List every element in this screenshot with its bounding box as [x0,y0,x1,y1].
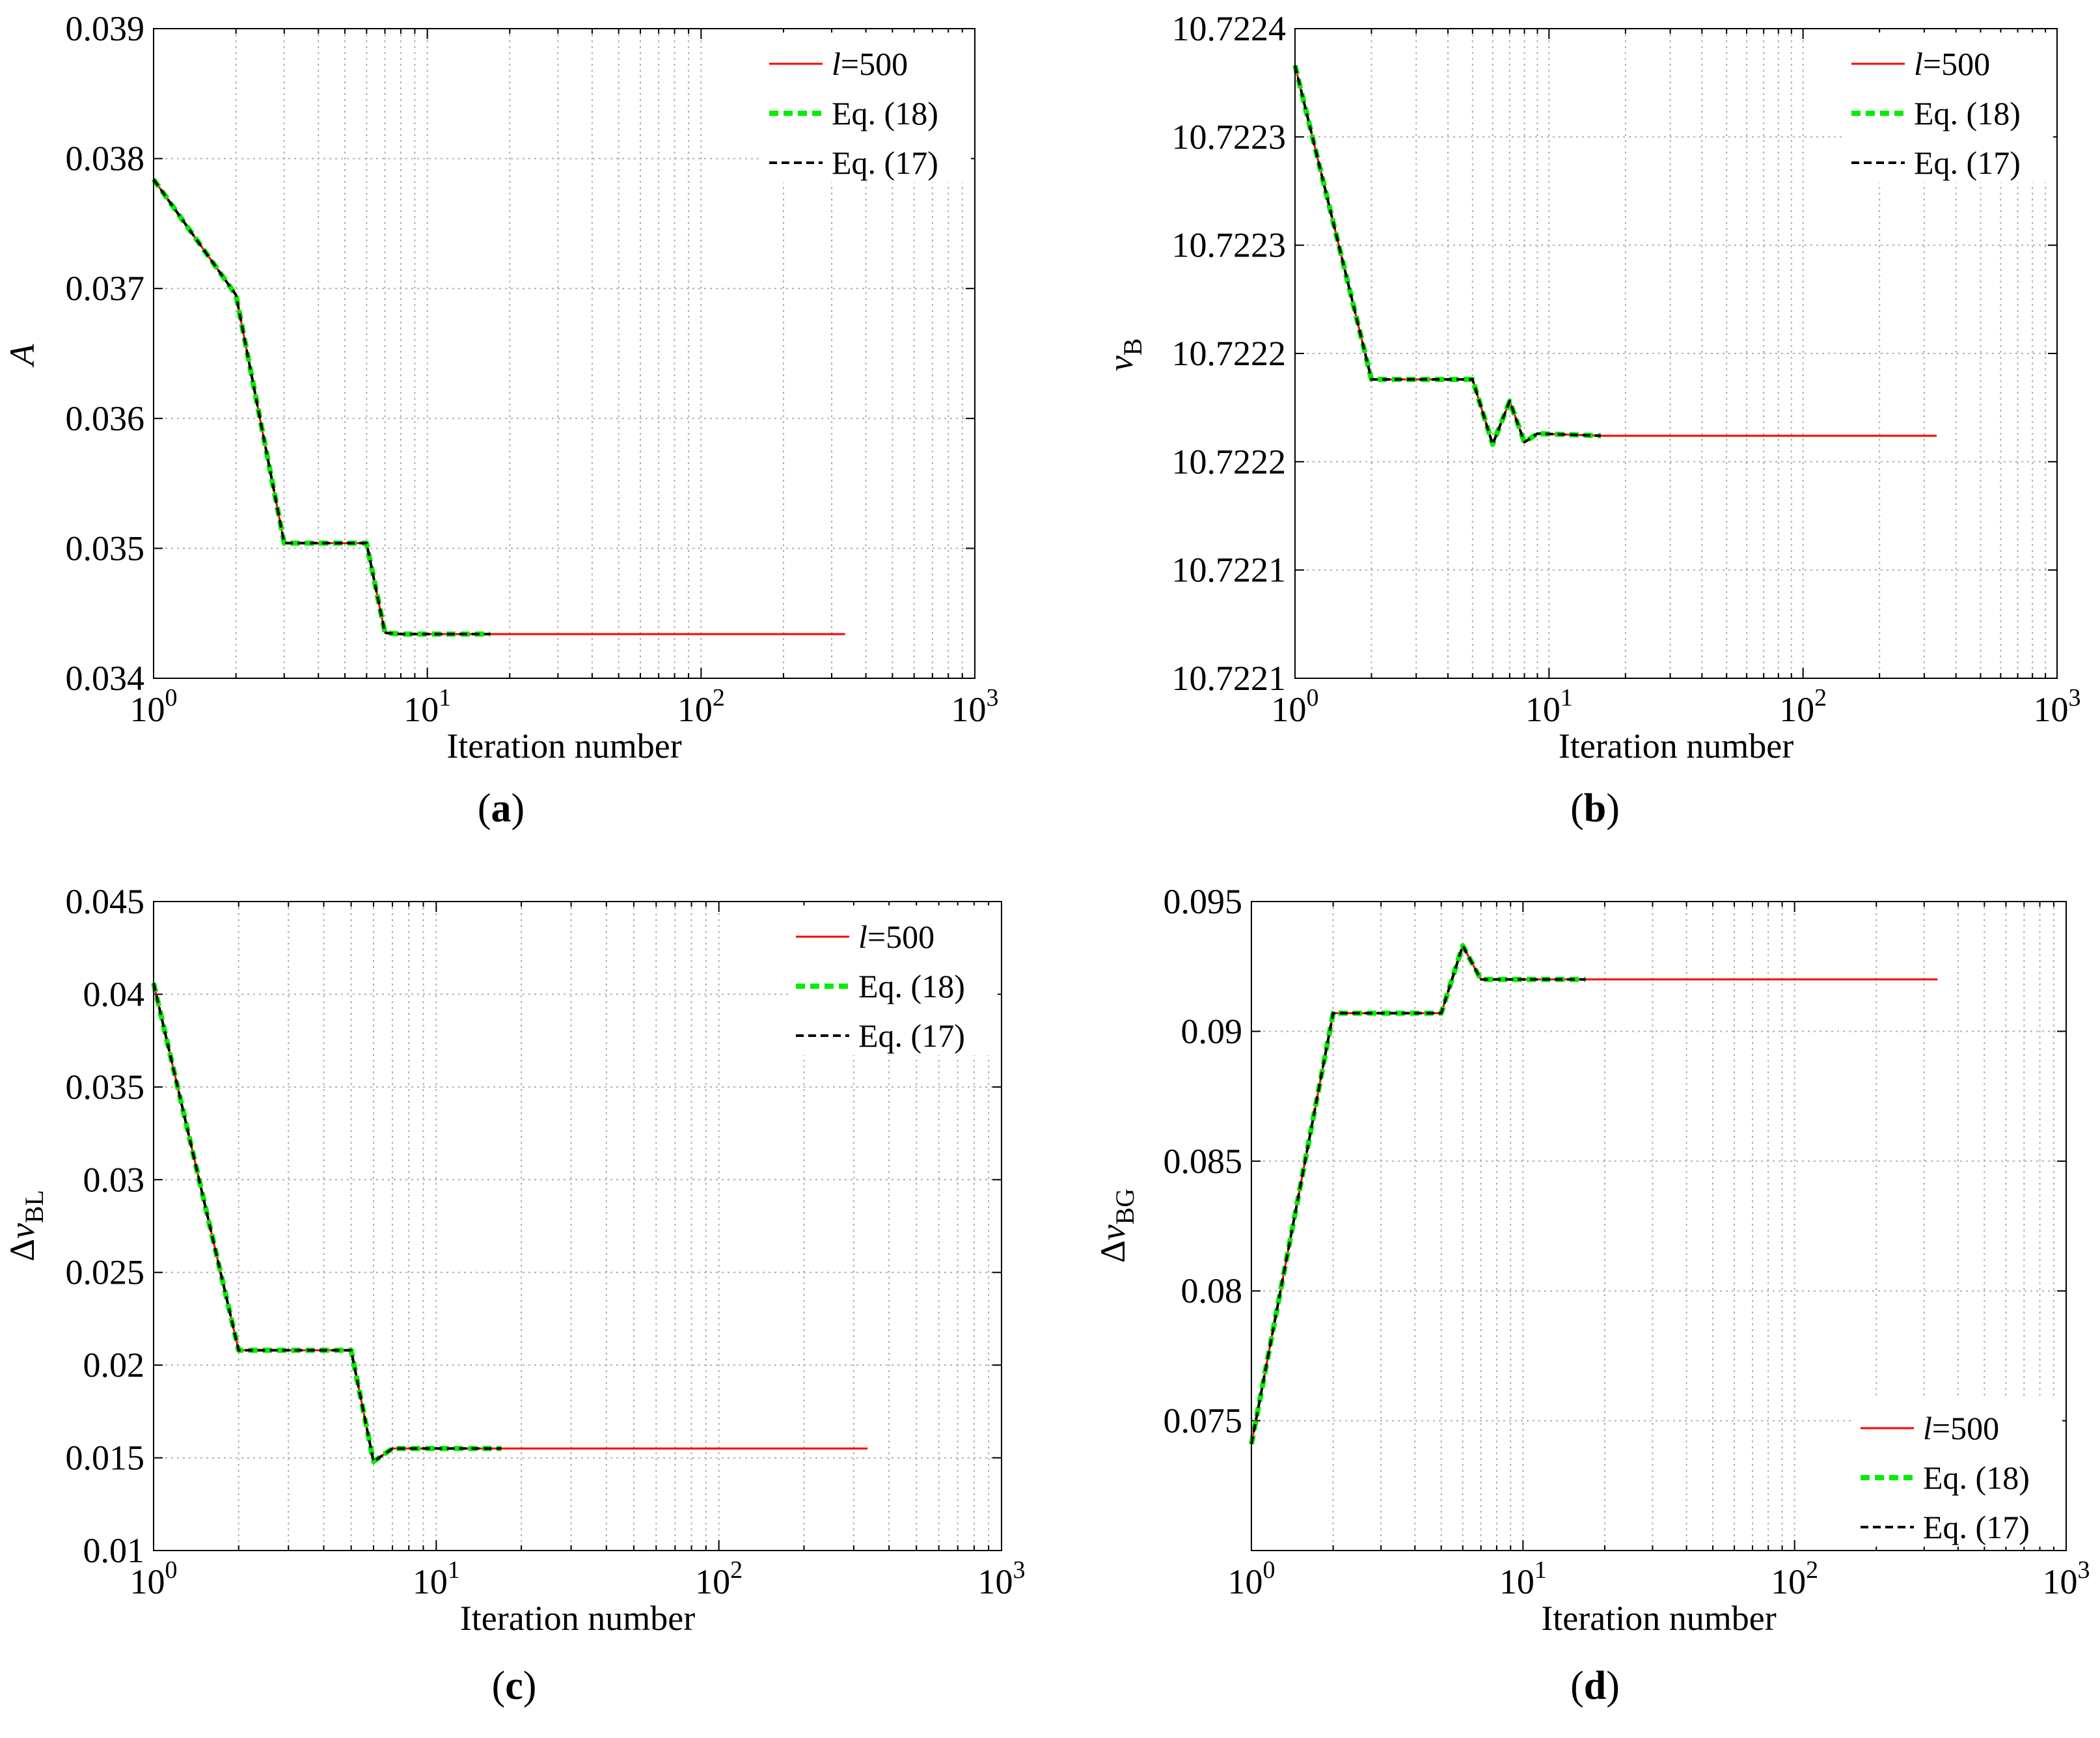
x-tick-label: 102 [677,684,725,729]
y-tick-label: 0.075 [1164,1401,1243,1441]
y-tick-label: 10.7223 [1172,117,1287,156]
x-tick-label: 103 [2043,1556,2090,1601]
legend-entry-text: Eq. (17) [1923,1509,2030,1545]
x-tick-label: 102 [695,1556,743,1601]
y-tick-label: 10.7224 [1172,9,1287,48]
y-tick-label: 0.09 [1181,1012,1243,1051]
legend-entry-text: l=500 [1923,1410,1999,1446]
panel-d: 0.075 0.08 0.085 0.09 0.095 100 101 102 103 l=500… [1093,882,2090,1708]
axes-frame [153,901,1002,1551]
x-tick-label: 103 [2034,684,2081,729]
y-tick-label: 0.034 [66,659,145,698]
y-tick-label: 10.7223 [1172,226,1287,265]
axes-frame [1294,28,2058,679]
y-tick-label: 0.03 [83,1160,145,1199]
y-tick-label: 0.04 [83,974,145,1014]
y-tick-label: 0.08 [1181,1271,1243,1310]
y-tick-label: 0.02 [83,1345,145,1385]
panel-a: 0.034 0.035 0.036 0.037 0.038 0.039 100 101 102 1… [3,9,999,831]
x-tick-label: 101 [413,1556,460,1601]
legend-entry-text: Eq. (18) [1923,1459,2030,1496]
x-tick-label: 101 [403,684,451,729]
series-line-eq18 [1249,943,1586,1445]
y-axis-label: ΔvBL [3,1190,49,1262]
x-tick-label: 100 [1272,684,1319,729]
panel-label: (a) [478,786,525,831]
x-tick-label: 100 [1228,1556,1275,1601]
x-tick-label: 103 [951,684,999,729]
panel-label: (d) [1570,1664,1620,1708]
legend-entry-text: l=500 [1914,46,1990,82]
axes-frame [1251,901,2067,1551]
series-line-eq18 [151,982,502,1465]
x-tick-label: 102 [1771,1556,1818,1601]
y-tick-label: 10.7221 [1172,551,1287,590]
x-tick-label: 101 [1499,1556,1547,1601]
legend-entry-text: Eq. (18) [832,95,938,131]
series-line-eq17 [152,982,502,1463]
legend-box [1845,33,2053,182]
y-tick-label: 0.035 [66,529,145,568]
legend-entry-text: Eq. (18) [1914,95,2021,131]
series-line-eq17 [152,178,491,636]
x-axis-label: Iteration number [1559,726,1793,766]
x-axis-label: Iteration number [446,726,681,766]
legend-entry-text: Eq. (18) [858,968,965,1004]
y-tick-label: 0.015 [66,1439,145,1478]
y-tick-label: 0.035 [66,1068,145,1107]
series-line-l500 [1294,65,1937,446]
panel-c: 0.01 0.015 0.02 0.025 0.03 0.035 0.04 0.045 100 1… [3,882,1026,1708]
y-tick-label: 10.7221 [1172,659,1287,698]
series-line-l500 [1250,945,1938,1444]
x-tick-label: 101 [1525,684,1573,729]
y-tick-label: 0.038 [66,139,145,178]
series-line-eq17 [1250,944,1586,1444]
y-tick-label: 0.037 [66,269,145,308]
series-line-eq17 [1294,65,1602,446]
panel-label: (c) [492,1664,537,1708]
legend-entry-text: Eq. (17) [858,1017,965,1054]
y-tick-label: 0.036 [66,399,145,438]
axes-frame [153,28,975,679]
legend-entry-text: l=500 [832,46,908,82]
legend-entry-text: Eq. (17) [832,145,938,181]
legend-box [1854,1397,2062,1547]
series-line-l500 [152,178,845,635]
y-axis-label: vB [1101,338,1147,372]
legend-box [763,33,971,182]
y-tick-label: 10.7222 [1172,442,1287,481]
panel-b: 10.7221 10.7221 10.7222 10.7222 10.7223 10.72… [1101,9,2081,831]
x-axis-label: Iteration number [1541,1599,1776,1638]
x-tick-label: 103 [978,1556,1026,1601]
legend-entry-text: Eq. (17) [1914,145,2021,181]
series-line-l500 [152,982,868,1463]
y-axis-label: ΔvBG [1093,1189,1139,1263]
legend-entry-text: l=500 [858,918,934,955]
y-axis-label: A [3,344,42,368]
x-tick-label: 100 [130,1556,178,1601]
x-tick-label: 100 [130,684,178,729]
series-line-eq18 [151,178,491,637]
panel-label: (b) [1570,786,1620,831]
y-tick-label: 0.085 [1164,1142,1243,1181]
x-tick-label: 102 [1779,684,1827,729]
y-tick-label: 0.045 [66,882,145,921]
y-tick-label: 0.095 [1164,882,1243,921]
y-tick-label: 0.039 [66,9,145,48]
y-tick-label: 0.01 [83,1531,145,1570]
y-tick-label: 0.025 [66,1253,145,1292]
x-axis-label: Iteration number [460,1599,695,1638]
y-tick-label: 10.7222 [1172,334,1287,373]
legend-box [789,905,998,1055]
